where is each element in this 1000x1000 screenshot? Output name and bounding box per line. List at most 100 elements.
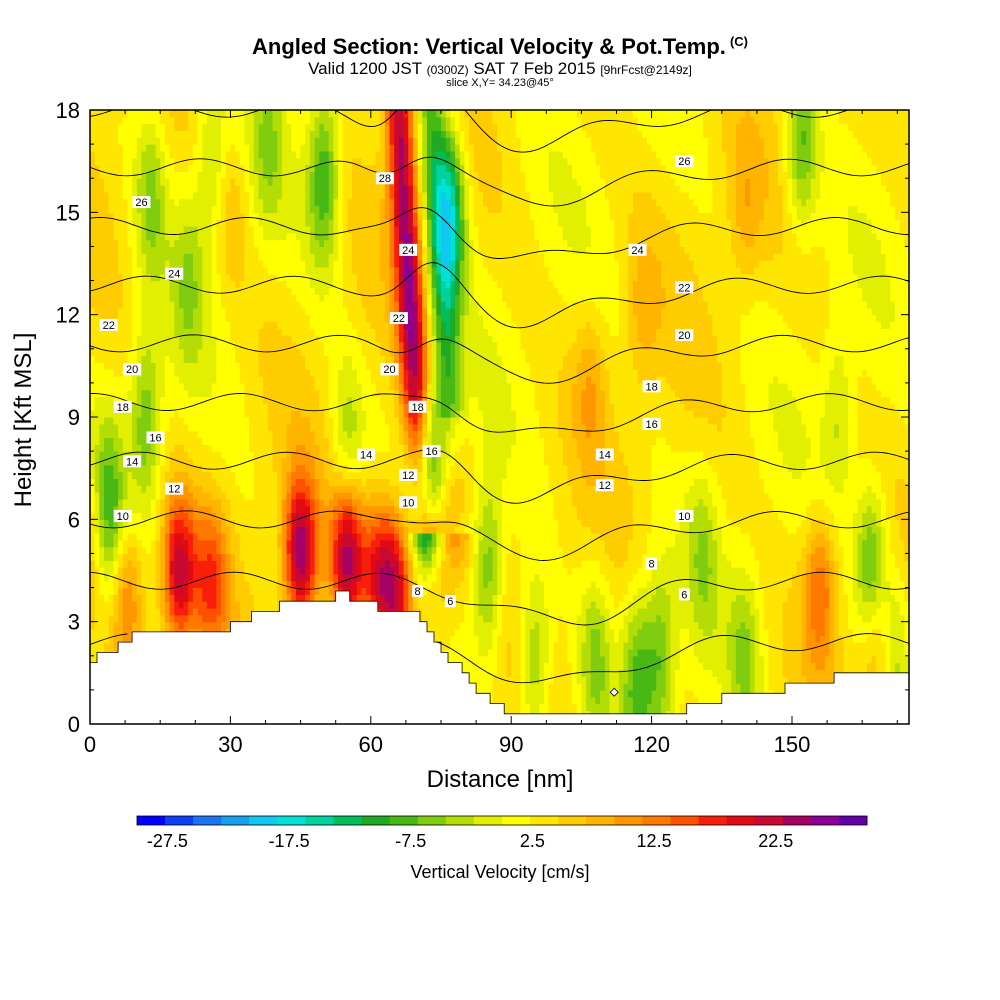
field-cell xyxy=(572,696,582,705)
field-cell xyxy=(880,519,891,527)
field-cell xyxy=(338,253,344,261)
field-cell xyxy=(422,307,428,316)
field-cell xyxy=(660,662,667,671)
field-cell xyxy=(469,185,475,193)
field-cell xyxy=(192,321,203,329)
field-cell xyxy=(558,430,573,439)
field-cell xyxy=(178,505,185,514)
field-cell xyxy=(600,307,620,316)
field-cell xyxy=(277,546,283,555)
field-cell xyxy=(370,594,377,602)
field-cell xyxy=(604,451,625,459)
field-cell xyxy=(501,621,522,630)
field-cell xyxy=(361,587,367,595)
field-cell xyxy=(169,498,175,507)
field-cell xyxy=(609,321,620,329)
field-cell xyxy=(403,553,409,561)
field-cell xyxy=(576,362,601,370)
field-cell xyxy=(801,608,807,616)
field-cell xyxy=(314,376,330,384)
field-cell xyxy=(90,642,105,650)
field-cell xyxy=(366,314,386,323)
field-cell xyxy=(801,614,807,623)
field-cell xyxy=(768,301,831,309)
field-cell xyxy=(492,594,498,602)
field-cell xyxy=(801,635,807,643)
field-cell xyxy=(366,355,386,364)
field-cell xyxy=(492,696,522,705)
field-cell xyxy=(543,253,615,261)
field-cell xyxy=(94,485,100,493)
field-cell xyxy=(160,423,171,432)
field-cell xyxy=(324,294,344,302)
field-cell xyxy=(469,539,475,548)
field-cell xyxy=(740,314,784,323)
field-cell xyxy=(178,587,185,595)
field-cell xyxy=(843,635,854,643)
field-cell xyxy=(904,232,910,241)
field-cell xyxy=(258,369,311,377)
field-cell xyxy=(717,573,751,582)
field-cell xyxy=(127,512,143,520)
field-cell xyxy=(155,526,161,534)
field-cell xyxy=(506,369,531,377)
field-cell xyxy=(562,225,592,234)
field-cell xyxy=(328,389,339,398)
field-cell xyxy=(464,137,470,145)
field-cell xyxy=(829,382,849,391)
field-cell xyxy=(455,150,461,159)
field-cell xyxy=(277,539,283,548)
field-cell xyxy=(146,232,157,241)
field-cell xyxy=(160,519,166,527)
field-cell xyxy=(857,608,877,616)
field-cell xyxy=(637,253,657,261)
field-cell xyxy=(623,683,634,691)
field-cell xyxy=(136,396,143,404)
field-cell xyxy=(848,403,859,411)
field-cell xyxy=(380,205,386,213)
field-cell xyxy=(604,410,615,418)
field-cell xyxy=(426,546,433,555)
field-cell xyxy=(436,239,442,248)
field-cell xyxy=(291,137,306,145)
field-cell xyxy=(464,362,503,370)
field-cell xyxy=(94,307,119,316)
field-cell xyxy=(558,212,587,220)
field-cell xyxy=(595,157,662,166)
field-cell xyxy=(431,560,437,568)
field-cell xyxy=(899,608,910,616)
field-cell xyxy=(857,546,863,555)
field-cell xyxy=(99,526,105,534)
field-cell xyxy=(614,410,695,418)
field-cell xyxy=(497,280,554,288)
field-cell xyxy=(810,191,821,200)
field-cell xyxy=(164,553,171,561)
field-cell xyxy=(464,376,508,384)
field-cell xyxy=(670,655,681,664)
field-cell xyxy=(408,553,414,561)
field-cell xyxy=(473,144,498,152)
field-cell xyxy=(768,628,784,636)
field-cell xyxy=(394,273,400,282)
field-cell xyxy=(113,580,119,589)
field-cell xyxy=(548,683,573,691)
field-cell xyxy=(286,594,292,602)
field-cell xyxy=(506,301,568,309)
field-cell xyxy=(380,403,395,411)
field-cell xyxy=(394,280,400,288)
field-cell xyxy=(539,642,550,650)
field-cell xyxy=(497,662,508,671)
field-cell xyxy=(127,355,138,364)
field-cell xyxy=(796,205,816,213)
field-cell xyxy=(211,205,222,213)
field-cell xyxy=(132,314,143,323)
field-cell xyxy=(160,567,166,575)
field-cell xyxy=(707,560,718,568)
field-cell xyxy=(436,382,442,391)
field-cell xyxy=(553,280,620,288)
field-cell xyxy=(426,403,433,411)
field-cell xyxy=(319,512,334,520)
field-cell xyxy=(450,539,461,548)
field-cell xyxy=(431,185,437,193)
field-cell xyxy=(464,567,470,575)
